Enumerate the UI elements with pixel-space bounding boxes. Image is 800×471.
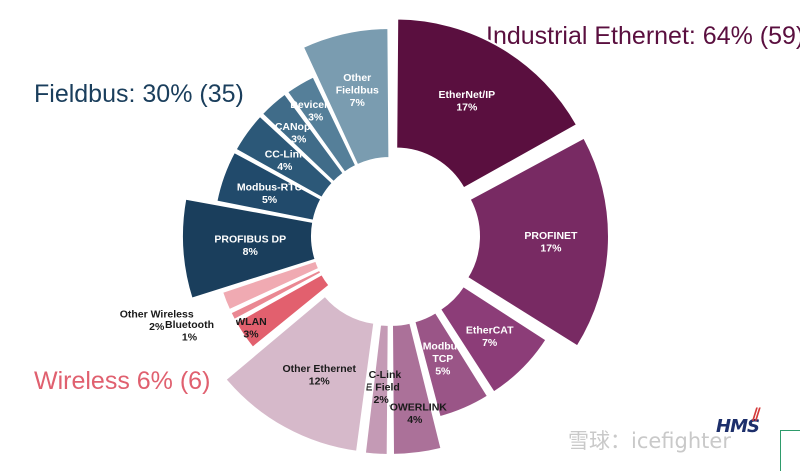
slice-label-line: Bluetooth — [165, 319, 214, 331]
slice-powerlink — [390, 321, 443, 456]
slice-label-line: Other Ethernet — [282, 363, 356, 375]
slice-devicenet — [285, 75, 358, 174]
slice-label-ethercat: EtherCAT 7% — [466, 324, 514, 349]
slice-modbus-rtu — [215, 150, 323, 222]
slice-label-line: IE Field — [362, 382, 399, 394]
slice-profinet — [465, 136, 610, 348]
slice-label-other-fieldbus: Other Fieldbus 7% — [336, 72, 379, 109]
group-title-fieldbus: Fieldbus: 30% (35) — [34, 80, 244, 108]
slice-label-line: 17% — [456, 101, 478, 113]
slice-label-line: POWERLINK — [383, 401, 448, 413]
slice-label-line: 4% — [277, 161, 293, 173]
slice-other-ethernet — [224, 294, 376, 453]
slice-label-line: Other Wireless — [120, 308, 194, 320]
slice-wlan — [234, 272, 331, 350]
slice-label-powerlink: POWERLINK 4% — [383, 401, 448, 426]
slice-label-line: CC-Link — [265, 148, 305, 160]
slice-label-line: 8% — [243, 246, 259, 258]
slice-label-cc-link: CC-Link 4% — [265, 148, 305, 173]
slice-label-line: 17% — [540, 242, 562, 254]
slice-label-line: 7% — [350, 97, 366, 109]
slice-profibus-dp — [181, 197, 317, 300]
slice-label-line: Modbus-RTU — [237, 181, 302, 193]
slice-label-line: 5% — [262, 194, 278, 206]
slice-label-line: 3% — [291, 134, 307, 146]
slice-canopen — [260, 92, 346, 184]
slice-bluetooth — [229, 268, 323, 322]
slice-label-line: 2% — [149, 321, 165, 333]
slice-label-line: PROFINET — [524, 230, 578, 242]
slice-label-line: Fieldbus — [336, 85, 379, 97]
slice-label-line: 12% — [309, 376, 331, 388]
slice-label-line: Other — [343, 72, 371, 84]
slice-label-modbus-rtu: Modbus-RTU 5% — [237, 181, 302, 206]
slice-label-cc-link-ie-field: CC-Link IE Field 2% — [361, 369, 401, 406]
slice-label-line: 3% — [243, 328, 259, 340]
slice-modbus-tcp — [413, 310, 490, 419]
slice-label-line: 4% — [407, 414, 423, 426]
slice-label-line: PROFIBUS DP — [214, 234, 286, 246]
slice-label-modbus-tcp: Modbus TCP 5% — [423, 341, 463, 378]
slice-label-profibus-dp: PROFIBUS DP 8% — [214, 234, 286, 259]
slice-label-ethernet-ip: EtherNet/IP 17% — [439, 89, 496, 114]
slice-label-line: 7% — [482, 337, 498, 349]
hms-logo-mark: // — [752, 404, 761, 423]
group-title-industrial-ethernet: Industrial Ethernet: 64% (59) — [486, 22, 800, 50]
slice-label-wlan: WLAN 3% — [235, 316, 267, 341]
slice-label-line: 1% — [182, 331, 198, 343]
slice-label-line: CC-Link — [361, 369, 401, 381]
slice-label-line: Modbus — [423, 341, 463, 353]
slice-label-line: EtherNet/IP — [439, 89, 496, 101]
corner-frame — [780, 430, 800, 471]
slice-label-bluetooth: Bluetooth 1% — [165, 319, 214, 344]
slice-label-line: WLAN — [235, 316, 267, 328]
hms-logo: HMS — [716, 416, 760, 437]
slice-other-wireless — [220, 259, 321, 312]
slice-ethercat — [438, 284, 548, 394]
slice-ethernet-ip — [395, 17, 579, 190]
slice-cc-link-ie-field — [363, 323, 390, 456]
slice-cc-link — [234, 114, 335, 200]
slice-label-line: 5% — [435, 366, 451, 378]
slice-label-line: 3% — [308, 112, 324, 124]
slice-label-line: 2% — [374, 394, 390, 406]
slice-label-other-wireless: Other Wireless 2% — [120, 308, 194, 333]
watermark-text: 雪球：icefighter — [568, 429, 731, 453]
slice-label-profinet: PROFINET 17% — [524, 230, 578, 255]
slice-other-fieldbus — [301, 26, 391, 167]
slice-label-line: EtherCAT — [466, 324, 514, 336]
slice-label-line: TCP — [432, 353, 453, 365]
group-title-wireless: Wireless 6% (6) — [34, 367, 211, 395]
slice-label-other-ethernet: Other Ethernet 12% — [282, 363, 356, 388]
